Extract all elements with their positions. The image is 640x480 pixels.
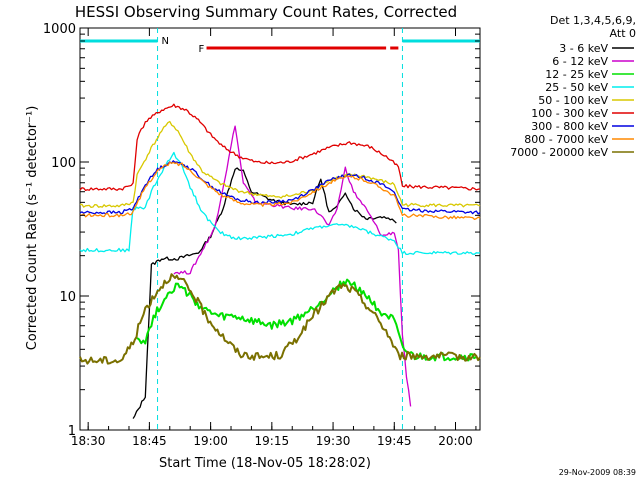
legend-header: Det 1,3,4,5,6,9,: [550, 14, 636, 27]
y-tick-label: 1: [68, 424, 76, 439]
legend-label: 25 - 50 keV: [545, 81, 608, 94]
series-line-5: [79, 120, 481, 209]
legend-label: 3 - 6 keV: [559, 42, 608, 55]
legend-label: 800 - 7000 keV: [524, 133, 608, 146]
series-group: [79, 103, 481, 419]
x-tick-label: 19:45: [377, 434, 412, 448]
series-line-2: [173, 125, 412, 407]
chart-title: HESSI Observing Summary Count Rates, Cor…: [75, 3, 457, 21]
legend-header: Att 0: [610, 27, 636, 40]
y-tick-label: 1000: [43, 22, 76, 37]
axis-group: 18:30 18:45 19:00 19:15 19:30 19:45 20:00 1 10 10…: [43, 22, 480, 448]
y-tick-label: 100: [51, 156, 76, 171]
legend-label: 50 - 100 keV: [538, 94, 608, 107]
legend-label: 100 - 300 keV: [531, 107, 608, 120]
x-tick-label: 18:45: [132, 434, 167, 448]
flag-label-f: F: [199, 44, 205, 55]
plot-frame-group: [79, 27, 481, 431]
legend-label: 300 - 800 keV: [531, 120, 608, 133]
legend-label: 6 - 12 keV: [552, 55, 608, 68]
series-line-9: [79, 273, 481, 365]
x-tick-label: 20:00: [438, 434, 473, 448]
x-tick-label: 18:30: [71, 434, 106, 448]
series-line-6: [79, 103, 481, 192]
series-line-4: [79, 151, 481, 256]
x-tick-label: 19:00: [193, 434, 228, 448]
plot-frame: [79, 27, 481, 431]
x-tick-label: 19:15: [255, 434, 290, 448]
x-axis-label: Start Time (18-Nov-05 18:28:02): [159, 456, 371, 471]
flag-label-n: N: [162, 36, 169, 47]
legend-label: 12 - 25 keV: [545, 68, 608, 81]
y-tick-label: 10: [59, 290, 76, 305]
flags-group: NF: [80, 28, 480, 430]
x-tick-label: 19:30: [316, 434, 351, 448]
y-axis-label: Corrected Count Rate (s⁻¹ detector⁻¹): [25, 106, 40, 351]
series-line-8: [79, 161, 481, 221]
legend-label: 7000 - 20000 keV: [510, 146, 608, 159]
timestamp: 29-Nov-2009 08:39: [559, 468, 636, 477]
